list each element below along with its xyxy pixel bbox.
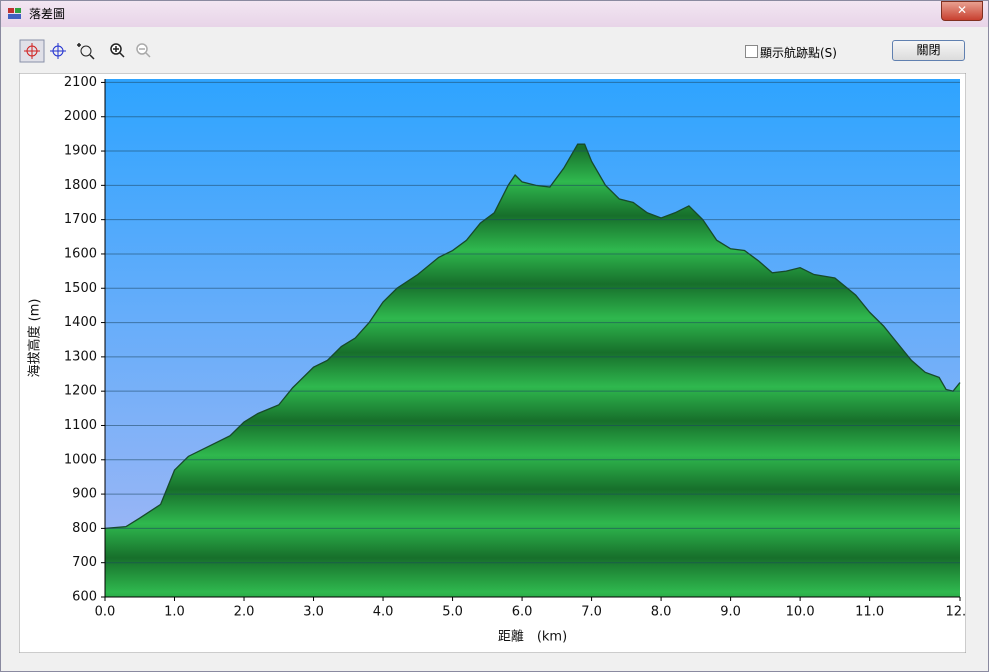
close-button[interactable]: 關閉 — [892, 40, 965, 61]
x-tick-label: 9.0 — [720, 605, 741, 620]
window-title: 落差圖 — [29, 7, 66, 21]
y-tick-label: 1400 — [64, 315, 97, 330]
x-tick-label: 8.0 — [651, 605, 672, 620]
y-tick-label: 1900 — [64, 144, 97, 159]
y-tick-label: 1000 — [64, 452, 97, 467]
tool-zoom-in[interactable] — [110, 43, 125, 58]
x-tick-label: 3.0 — [303, 605, 324, 620]
y-tick-label: 1500 — [64, 281, 97, 296]
x-tick-label: 2.0 — [234, 605, 255, 620]
x-tick-label: 5.0 — [442, 605, 463, 620]
toolbar-icons — [19, 39, 151, 63]
x-axis-label: 距離 (km) — [498, 630, 567, 645]
x-tick-label: 12.3 — [946, 605, 966, 620]
y-axis-label: 海拔高度 (m) — [27, 299, 43, 378]
y-tick-label: 800 — [72, 521, 97, 536]
close-window-button[interactable]: ✕ — [941, 1, 983, 21]
y-tick-label: 2000 — [64, 109, 97, 124]
app-icon — [8, 8, 21, 19]
chart: 600 700 800 900 1000 1100 1200 1300 1400 1500 1600… — [19, 73, 966, 653]
y-tick-label: 900 — [72, 487, 97, 502]
elevation-line — [104, 143, 961, 530]
y-tick-label: 2100 — [64, 75, 97, 90]
y-tick-label: 1700 — [64, 212, 97, 227]
y-tick-label: 700 — [72, 555, 97, 570]
x-tick-label: 6.0 — [512, 605, 533, 620]
checkbox-label[interactable]: 顯示航跡點(S) — [760, 46, 837, 60]
y-tick-label: 600 — [72, 590, 97, 605]
checkbox[interactable] — [745, 45, 758, 58]
tool-zoom-area[interactable] — [77, 43, 95, 60]
x-tick-label: 4.0 — [373, 605, 394, 620]
x-tick-label: 1.0 — [164, 605, 185, 620]
y-tick-label: 1300 — [64, 349, 97, 364]
elevation-area — [105, 144, 960, 597]
x-tick-label: 11.0 — [855, 605, 884, 620]
x-tick-label: 7.0 — [581, 605, 602, 620]
y-tick-label: 1100 — [64, 418, 97, 433]
y-tick-label: 1200 — [64, 384, 97, 399]
tool-zoom-out[interactable] — [136, 43, 151, 58]
y-tick-label: 1800 — [64, 178, 97, 193]
x-tick-label: 0.0 — [95, 605, 116, 620]
x-tick-label: 10.0 — [786, 605, 815, 620]
tool-crosshair-blue[interactable] — [50, 43, 66, 59]
y-tick-label: 1600 — [64, 246, 97, 261]
